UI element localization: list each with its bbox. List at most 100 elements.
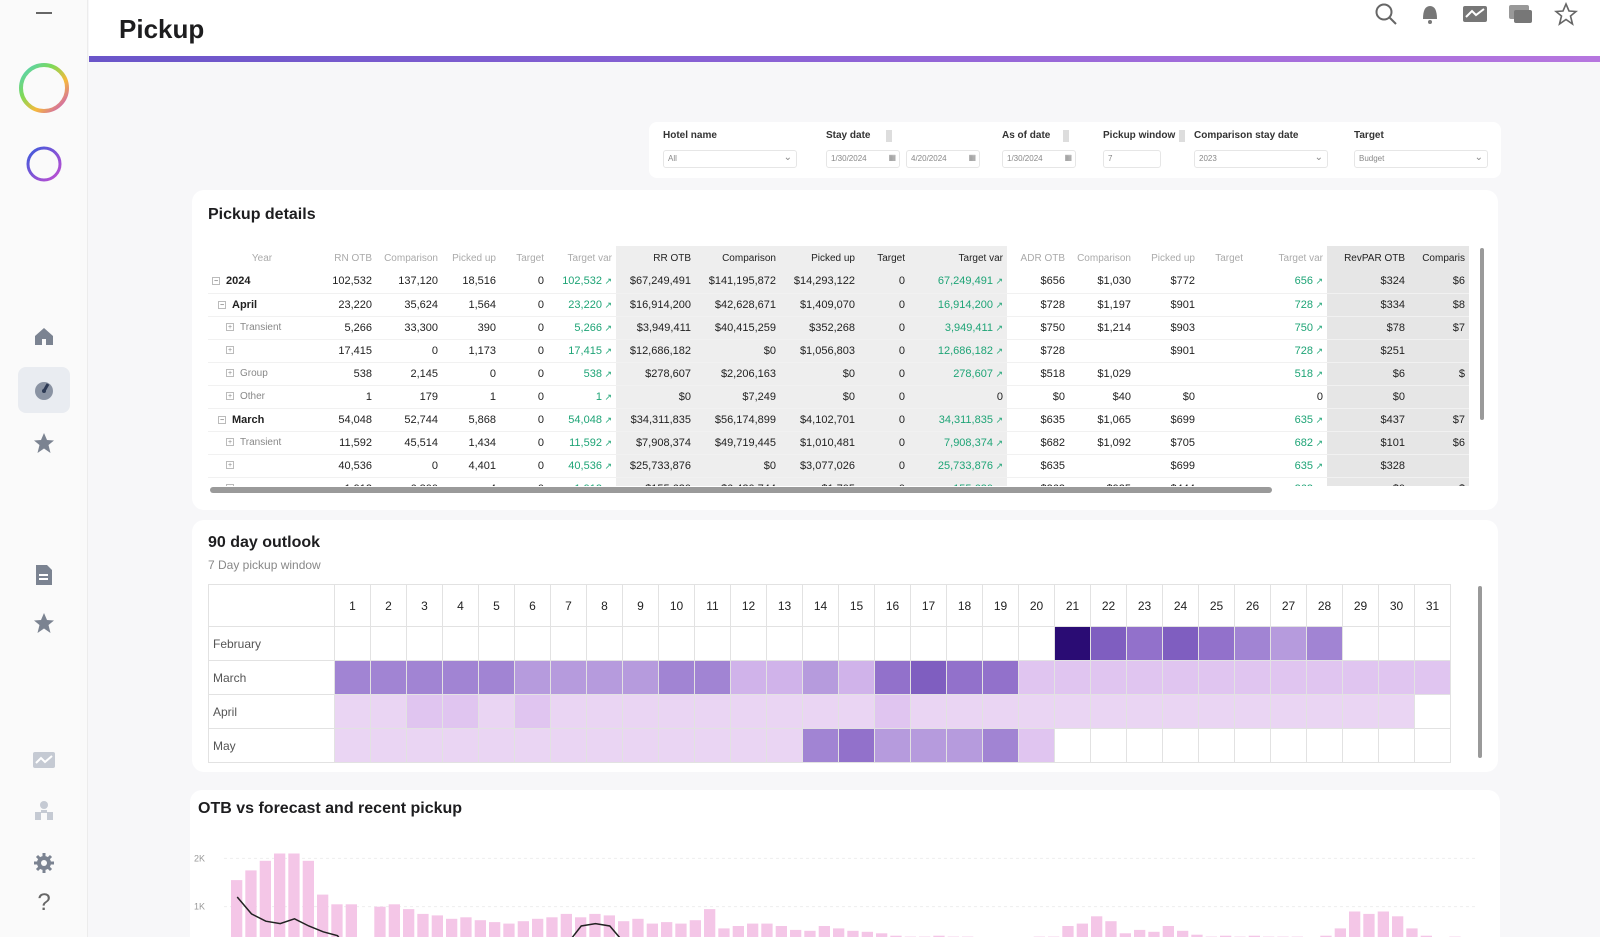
heatmap-cell[interactable]	[622, 660, 659, 695]
chart-bar[interactable]	[245, 870, 257, 937]
chart-bar[interactable]	[446, 918, 458, 937]
heatmap-cell[interactable]	[802, 728, 839, 763]
chart-bar[interactable]	[417, 913, 429, 937]
chart-bar[interactable]	[861, 931, 873, 937]
chart-bar[interactable]	[1119, 933, 1131, 937]
row-label[interactable]: +	[208, 454, 316, 478]
row-label[interactable]: +	[208, 477, 316, 486]
heatmap-cell[interactable]	[478, 626, 515, 661]
search-icon[interactable]	[1374, 2, 1398, 31]
heatmap-cell[interactable]	[1306, 694, 1343, 729]
heatmap-cell[interactable]	[910, 626, 947, 661]
heatmap-cell[interactable]	[1054, 728, 1091, 763]
as-of-date-toggle[interactable]	[1063, 130, 1069, 142]
row-label[interactable]: + Group	[208, 362, 316, 386]
pickup-window-toggle[interactable]	[1179, 130, 1185, 142]
heatmap-cell[interactable]	[910, 660, 947, 695]
heatmap-cell[interactable]	[622, 728, 659, 763]
heatmap-cell[interactable]	[1414, 728, 1451, 763]
heatmap-cell[interactable]	[1090, 660, 1127, 695]
table-row[interactable]: +40,536 0 4,401 0 40,536 ↗ $25,733,876 $0 $3,07…	[208, 454, 1469, 478]
heatmap-cell[interactable]	[478, 728, 515, 763]
heatmap-cell[interactable]	[442, 728, 479, 763]
column-header[interactable]: Target	[1215, 252, 1243, 264]
heatmap-cell[interactable]	[766, 626, 803, 661]
comparison-stay-date-select[interactable]: 2023 ⌄	[1194, 150, 1328, 168]
chart-bar[interactable]	[876, 933, 888, 937]
chart-bar[interactable]	[1334, 928, 1346, 937]
chart-bar[interactable]	[890, 935, 902, 937]
heatmap-cell[interactable]	[1162, 728, 1199, 763]
heatmap-cell[interactable]	[406, 626, 443, 661]
chart-bar[interactable]	[732, 926, 744, 937]
heatmap-cell[interactable]	[946, 728, 983, 763]
target-select[interactable]: Budget ⌄	[1354, 150, 1488, 168]
heatmap-cell[interactable]	[658, 694, 695, 729]
heatmap-cell[interactable]	[1270, 626, 1307, 661]
row-label[interactable]: + Other	[208, 385, 316, 409]
chart-bar[interactable]	[532, 918, 544, 937]
heatmap-cell[interactable]	[334, 660, 371, 695]
heatmap-cell[interactable]	[694, 728, 731, 763]
heatmap-cell[interactable]	[1342, 728, 1379, 763]
heatmap-cell[interactable]	[1414, 660, 1451, 695]
heatmap-cell[interactable]	[1162, 626, 1199, 661]
gauge-icon[interactable]	[18, 367, 70, 413]
heatmap-cell[interactable]	[766, 660, 803, 695]
table-row[interactable]: + Group 538 2,145 0 0 538 ↗ $278,607 $2,206,163 $…	[208, 362, 1469, 386]
heatmap-cell[interactable]	[514, 626, 551, 661]
collapse-icon[interactable]: −	[212, 277, 220, 286]
expand-icon[interactable]: +	[226, 438, 234, 447]
heatmap-cell[interactable]	[334, 728, 371, 763]
chart-bar[interactable]	[1220, 935, 1232, 937]
heatmap-cell[interactable]	[802, 694, 839, 729]
table-vertical-scrollbar[interactable]	[1480, 248, 1484, 420]
document-icon[interactable]	[18, 552, 70, 598]
chart-bar[interactable]	[560, 913, 572, 937]
heatmap-cell[interactable]	[694, 626, 731, 661]
column-header[interactable]: Comparison	[1077, 252, 1131, 264]
heatmap-cell[interactable]	[586, 728, 623, 763]
column-header[interactable]: Picked up	[1151, 252, 1195, 264]
table-row[interactable]: +1,9126,800401,912 ↗$155,630$6,420,744$1…	[208, 477, 1469, 486]
heatmap-cell[interactable]	[370, 660, 407, 695]
heatmap-cell[interactable]	[1018, 626, 1055, 661]
heatmap-cell[interactable]	[694, 694, 731, 729]
heatmap-cell[interactable]	[478, 660, 515, 695]
column-header[interactable]: Comparison	[695, 246, 780, 270]
heatmap-cell[interactable]	[1342, 694, 1379, 729]
home-icon[interactable]	[18, 313, 70, 359]
heatmap-cell[interactable]	[1018, 694, 1055, 729]
heatmap-cell[interactable]	[1054, 626, 1091, 661]
heatmap-cell[interactable]	[550, 694, 587, 729]
heatmap-cell[interactable]	[802, 626, 839, 661]
chart-bar[interactable]	[1392, 916, 1404, 937]
row-label[interactable]: −2024	[208, 270, 316, 294]
heatmap-cell[interactable]	[586, 694, 623, 729]
expand-icon[interactable]: +	[226, 346, 234, 355]
column-header[interactable]: Target var	[1278, 252, 1323, 264]
row-label[interactable]: + Transient	[208, 431, 316, 455]
as-of-date-input[interactable]: 1/30/2024 ▦	[1002, 150, 1076, 168]
heatmap-vertical-scrollbar[interactable]	[1478, 586, 1482, 758]
heatmap-cell[interactable]	[658, 626, 695, 661]
chart-bar[interactable]	[933, 935, 945, 937]
chart-bar[interactable]	[747, 923, 759, 937]
chart-bar[interactable]	[718, 928, 730, 937]
heatmap-cell[interactable]	[514, 728, 551, 763]
heatmap-cell[interactable]	[1414, 626, 1451, 661]
chat-icon[interactable]	[1508, 2, 1534, 31]
chart-bar[interactable]	[460, 917, 472, 937]
heatmap-cell[interactable]	[1270, 660, 1307, 695]
heatmap-cell[interactable]	[334, 694, 371, 729]
table-row[interactable]: + Other 1 179 1 0 1 ↗ $0 $7,249 $0 0 0 $0 $40 $0 0 $0	[208, 385, 1469, 409]
row-label[interactable]: +	[208, 339, 316, 363]
chart-bar[interactable]	[1134, 929, 1146, 937]
chart-bar[interactable]	[503, 923, 515, 937]
heatmap-cell[interactable]	[1126, 694, 1163, 729]
heatmap-cell[interactable]	[838, 660, 875, 695]
column-header[interactable]: Picked up	[452, 252, 496, 264]
table-horizontal-scrollbar[interactable]	[210, 487, 1272, 493]
heatmap-cell[interactable]	[370, 626, 407, 661]
heatmap-cell[interactable]	[766, 694, 803, 729]
